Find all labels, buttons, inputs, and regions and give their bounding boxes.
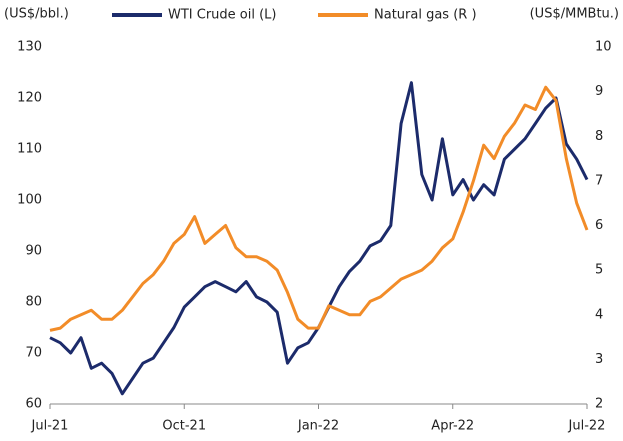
line-series	[49, 81, 589, 396]
y2-tick-label: 7	[595, 173, 603, 188]
x-tick-label: Jul-21	[31, 419, 69, 434]
y-axis-label: (US$/bbl.)	[4, 7, 69, 22]
y-tick-label: 120	[17, 91, 42, 106]
legend-label: Natural gas (R )	[374, 8, 477, 23]
x-tick-label: Jan-22	[297, 419, 339, 434]
y2-axis-label: (US$/MMBtu.)	[530, 7, 619, 22]
x-tick-label: Oct-21	[162, 419, 206, 434]
y-tick-label: 80	[25, 295, 42, 310]
y2-tick-label: 9	[595, 84, 603, 99]
y2-tick-label: 5	[595, 263, 603, 278]
y-tick-label: 110	[17, 142, 42, 157]
y-tick-label: 130	[17, 40, 42, 55]
y2-tick-label: 6	[595, 218, 603, 233]
y-tick-label: 70	[25, 346, 42, 361]
y-tick-label: 90	[25, 244, 42, 259]
x-tick-label: Jul-22	[568, 419, 606, 434]
legend-label: WTI Crude oil (L)	[168, 8, 277, 23]
x-tick-label: Apr-22	[431, 419, 474, 434]
y2-tick-label: 3	[595, 352, 603, 367]
y2-tick-label: 4	[595, 307, 603, 322]
y2-tick-label: 8	[595, 129, 603, 144]
y2-tick-label: 10	[595, 40, 612, 55]
y-tick-label: 100	[17, 193, 42, 208]
line-series	[49, 85, 589, 332]
y2-tick-label: 2	[595, 397, 603, 412]
y-tick-label: 60	[25, 397, 42, 412]
